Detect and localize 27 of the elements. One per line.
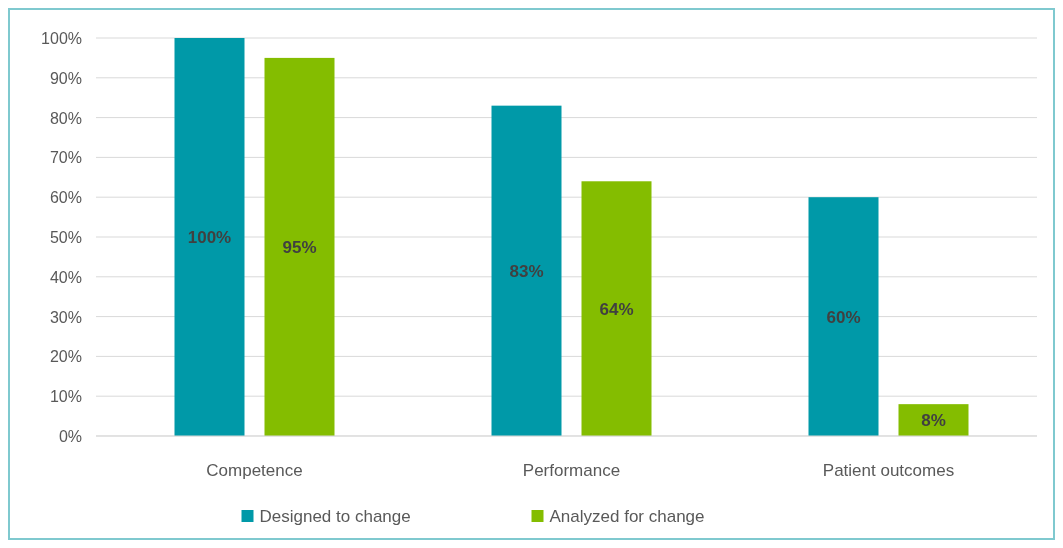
x-tick-label: Performance: [522, 461, 621, 480]
data-label: 95%: [282, 237, 317, 257]
x-tick-label: Competence: [206, 461, 303, 480]
y-tick-label: 30%: [49, 308, 82, 326]
legend-label: Analyzed for change: [549, 507, 705, 526]
bar: [174, 38, 245, 436]
data-label: 83%: [509, 261, 544, 281]
y-tick-label: 80%: [49, 109, 82, 127]
data-label: 64%: [599, 299, 634, 319]
x-tick-label: Patient outcomes: [822, 461, 955, 480]
bar: [581, 181, 652, 436]
bar: [808, 197, 879, 436]
data-label: 60%: [826, 307, 861, 327]
y-tick-label: 40%: [49, 268, 82, 286]
y-tick-label: 10%: [49, 388, 82, 406]
y-tick-label: 50%: [49, 229, 82, 246]
y-tick-label: 20%: [49, 348, 82, 366]
data-label: 100%: [187, 228, 232, 247]
y-tick-label: 60%: [49, 189, 82, 207]
data-label: 8%: [921, 411, 946, 431]
bar: [491, 105, 562, 436]
y-tick-label: 90%: [49, 69, 82, 87]
y-tick-label: 70%: [49, 149, 82, 167]
y-tick-label: 0%: [58, 428, 82, 445]
bar: [264, 57, 335, 436]
y-tick-label: 100%: [41, 30, 82, 47]
legend-label: Designed to change: [259, 507, 411, 526]
